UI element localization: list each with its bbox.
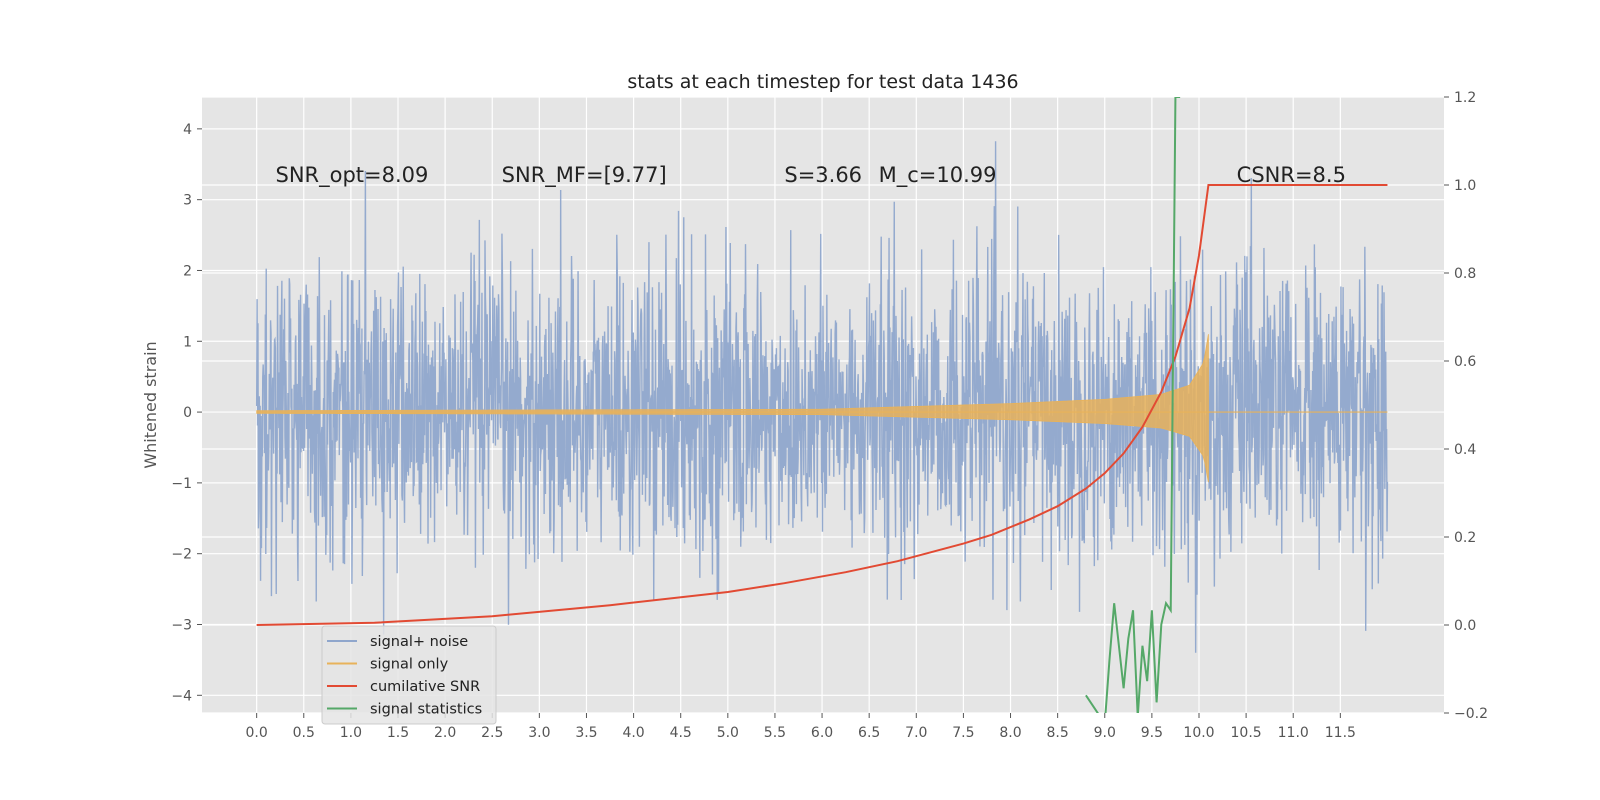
annotation-label: M_c=10.99 <box>879 163 997 188</box>
y2-tick-label: 0.6 <box>1454 354 1476 370</box>
x-tick-label: 4.5 <box>670 725 692 741</box>
y-tick-label: −3 <box>171 617 192 633</box>
annotation-label: SNR_MF=[9.77] <box>502 163 667 188</box>
x-tick-label: 4.0 <box>622 725 644 741</box>
annotations: SNR_opt=8.09 SNR_MF=[9.77] S=3.66 M_c=10.99… <box>276 163 1346 188</box>
x-tick-label: 3.0 <box>528 725 550 741</box>
x-tick-label: 5.5 <box>764 725 786 741</box>
y2-tick-label: 1.0 <box>1454 178 1476 194</box>
y-tick-label: 0 <box>183 405 192 421</box>
y-axis-label: Whitened strain <box>141 341 160 468</box>
series-signal-statistics-line <box>1085 97 1181 713</box>
x-tick-label: 9.0 <box>1094 725 1116 741</box>
x-tick-label: 1.0 <box>340 725 362 741</box>
y2-tick-label: −0.2 <box>1454 706 1488 722</box>
x-tick-label: 6.5 <box>858 725 880 741</box>
y-axis-right: 1.2 1.0 0.8 0.6 0.4 0.2 0.0 −0.2 <box>1444 90 1488 722</box>
x-tick-label: 7.5 <box>952 725 974 741</box>
annotation-label: S=3.66 <box>784 163 862 187</box>
y-tick-label: −4 <box>171 688 192 704</box>
x-tick-label: 10.0 <box>1183 725 1214 741</box>
y2-tick-label: 0.0 <box>1454 618 1476 634</box>
x-tick-label: 7.0 <box>905 725 927 741</box>
y-tick-label: 3 <box>183 193 192 209</box>
legend-entry[interactable]: signal only <box>370 657 449 673</box>
chart-title: stats at each timestep for test data 143… <box>627 71 1018 93</box>
x-tick-label: 2.0 <box>434 725 456 741</box>
y-axis-left: 4 3 2 1 0 −1 −2 −3 −4 <box>171 122 202 704</box>
y2-tick-label: 1.2 <box>1454 90 1476 106</box>
y-tick-label: −1 <box>171 476 192 492</box>
x-tick-label: 2.5 <box>481 725 503 741</box>
y2-tick-label: 0.2 <box>1454 530 1476 546</box>
y-tick-label: −2 <box>171 547 192 563</box>
legend-entry[interactable]: signal+ noise <box>370 634 468 650</box>
legend-box <box>321 625 497 725</box>
annotation-label: CSNR=8.5 <box>1237 163 1346 187</box>
x-tick-label: 3.5 <box>575 725 597 741</box>
series-signal-only-band <box>256 334 1209 483</box>
legend-entry[interactable]: cumilative SNR <box>370 679 480 695</box>
x-tick-label: 10.5 <box>1231 725 1262 741</box>
y-tick-label: 1 <box>183 334 192 350</box>
x-tick-label: 9.5 <box>1141 725 1163 741</box>
x-tick-label: 11.0 <box>1278 725 1309 741</box>
y-tick-label: 4 <box>183 122 192 138</box>
legend-entry[interactable]: signal statistics <box>370 702 482 718</box>
series-cumulative-snr-line <box>256 184 1388 626</box>
x-tick-label: 6.0 <box>811 725 833 741</box>
series-layer <box>255 97 1389 713</box>
x-tick-label: 0.0 <box>246 725 268 741</box>
x-tick-label: 0.5 <box>293 725 315 741</box>
x-tick-label: 11.5 <box>1325 725 1356 741</box>
y-tick-label: 2 <box>183 263 192 279</box>
x-tick-label: 8.5 <box>1047 725 1069 741</box>
annotation-label: SNR_opt=8.09 <box>276 163 429 188</box>
x-tick-label: 5.0 <box>717 725 739 741</box>
x-tick-label: 1.5 <box>387 725 409 741</box>
y2-tick-label: 0.4 <box>1454 442 1476 458</box>
x-tick-label: 8.0 <box>999 725 1021 741</box>
y2-tick-label: 0.8 <box>1454 266 1476 282</box>
x-axis: 0.0 0.5 1.0 1.5 2.0 2.5 3.0 3.5 4.0 4.5 5.0 5.5 6.0 6… <box>246 713 1356 741</box>
legend[interactable]: signal+ noise signal only cumilative SNR si… <box>321 625 497 725</box>
